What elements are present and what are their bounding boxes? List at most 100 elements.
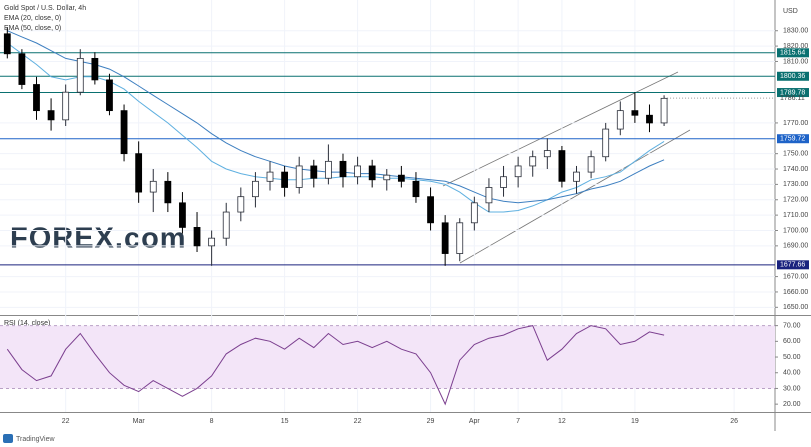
candle-body [295,165,303,188]
candle-body [573,171,580,182]
y-tick-label: 1770.00 [783,120,808,127]
x-tick-label: 22 [62,418,70,425]
candle-body [383,174,391,181]
candle-body [354,165,361,178]
x-tick-label: 12 [558,418,566,425]
x-tick-label: 26 [730,418,738,425]
y-tick-label: 1660.00 [783,289,808,296]
y-tick-label: 60.00 [783,338,801,345]
candle-body [179,202,186,228]
y-tick-label: 1650.00 [783,304,808,311]
level-label: 1677.66 [780,262,805,269]
rsi-band [0,325,775,389]
candle-body [164,180,172,204]
candle-body [91,57,99,81]
level-tag [777,88,809,98]
ema-line [7,30,665,204]
candle-body [208,237,216,247]
candle-body [441,222,449,254]
footer-brand: TradingView [16,436,55,443]
y-tick-label: 1830.00 [783,28,808,35]
candle-body [62,91,70,121]
ema-line [7,42,665,213]
candle-body [543,150,551,158]
y-tick-label: 1730.00 [783,181,808,188]
candle-body [149,180,157,193]
candle-body [310,165,318,179]
candle-body [33,84,40,112]
x-tick-label: Mar [133,418,146,425]
y-tick-label: 1700.00 [783,227,808,234]
candle-body [3,33,11,55]
candle-body [500,176,507,188]
x-tick-label: 8 [210,418,214,425]
y-tick-label: 50.00 [783,354,801,361]
x-tick-label: 29 [427,418,435,425]
candle-body [602,128,610,158]
candle-body [514,165,522,178]
candle-body [324,160,332,179]
candle-body [76,57,84,93]
y-tick-label: 1820.00 [783,43,808,50]
candle-body [106,79,113,112]
candle-body [587,156,595,173]
level-tag [777,260,809,270]
candle-body [368,165,376,181]
x-tick-label: 19 [631,418,639,425]
candle-body [631,110,639,116]
candle-body [222,211,230,239]
candle-body [529,156,537,167]
level-label: 1789.78 [780,89,805,96]
currency-label: USD [783,8,798,15]
candle-body [616,110,624,130]
candle-body [397,174,405,182]
rsi-line [6,325,665,406]
candle-body [660,97,668,124]
y-tick-label: 1750.00 [783,151,808,158]
channel-upper [442,71,679,187]
x-tick-label: 15 [281,418,289,425]
chart-title: Gold Spot / U.S. Dollar, 4h [4,5,86,12]
candle-body [252,180,259,198]
y-tick-label: 1810.00 [783,58,808,65]
x-tick-label: 7 [516,418,520,425]
y-tick-label: 1710.00 [783,212,808,219]
last-price-label: 1786.11 [780,95,805,102]
candle-body [412,180,420,198]
candle-body [558,150,566,182]
candle-body [281,171,289,188]
level-tag [777,134,809,144]
legend-entry: EMA (20, close, 0) [4,15,61,22]
candle-body [193,227,201,247]
x-tick-label: Apr [469,418,481,425]
level-tag [777,71,809,81]
channel-lower [459,129,691,264]
level-tag [777,48,809,58]
y-tick-label: 40.00 [783,370,801,377]
candle-body [470,202,478,224]
rsi-title: RSI (14, close) [4,320,50,327]
y-tick-label: 30.00 [783,385,801,392]
y-tick-label: 1740.00 [783,166,808,173]
watermark-logo: FOREX.com [10,223,187,255]
candle-body [237,196,245,213]
y-tick-label: 1670.00 [783,273,808,280]
footer-icon [3,434,13,443]
candle-body [47,110,55,121]
x-tick-label: 22 [354,418,362,425]
level-label: 1759.72 [780,136,805,143]
legend-entry: EMA (50, close, 0) [4,25,61,32]
candle-body [120,110,128,155]
candle-body [646,114,653,124]
candle-body [485,187,493,204]
y-tick-label: 1720.00 [783,197,808,204]
candle-body [18,53,26,85]
candle-body [135,153,143,193]
candle-body [427,196,434,224]
level-label: 1800.36 [780,73,805,80]
y-tick-label: 70.00 [783,322,801,329]
level-label: 1815.64 [780,50,805,57]
y-tick-label: 1690.00 [783,243,808,250]
candle-body [266,171,274,182]
